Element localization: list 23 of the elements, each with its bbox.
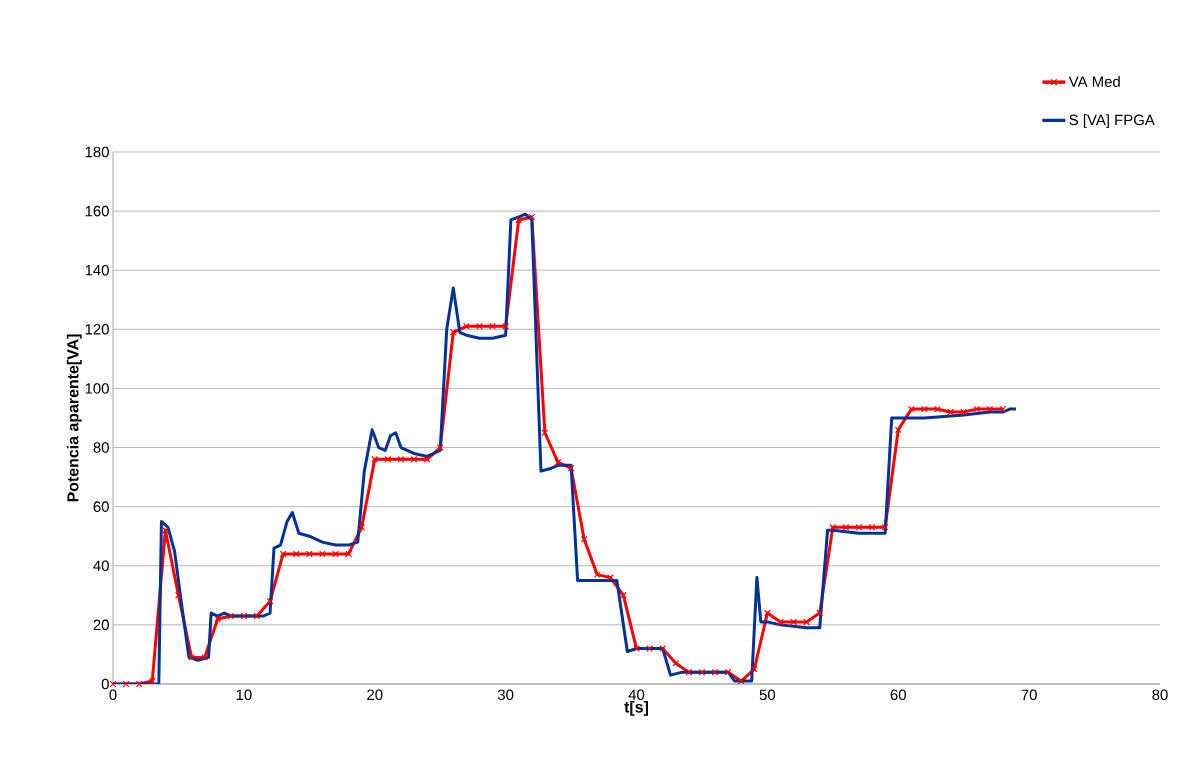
- y-tick-label: 40: [93, 560, 109, 572]
- y-tick-label: 60: [93, 501, 109, 512]
- x-tick-label: 50: [759, 689, 776, 701]
- y-tick-label: 120: [85, 324, 109, 335]
- y-tick-label: 180: [85, 146, 109, 158]
- x-axis-title: t[s]: [624, 700, 648, 716]
- y-tick-label: 80: [93, 442, 109, 453]
- x-tick-label: 70: [1021, 689, 1037, 701]
- y-tick-label: 160: [85, 205, 109, 217]
- y-tick-label: 20: [93, 619, 109, 631]
- x-tick-label: 0: [109, 689, 117, 701]
- y-tick-label: 100: [85, 383, 109, 394]
- legend-label: S [VA] FPGA: [1069, 114, 1155, 129]
- x-tick-label: 60: [890, 689, 906, 701]
- x-tick-label: 10: [236, 689, 252, 701]
- x-tick-label: 40: [628, 689, 645, 701]
- x-tick-label: 30: [497, 689, 514, 701]
- y-axis-title: Potencia aparente[VA]: [66, 334, 82, 502]
- x-tick-label: 80: [1152, 689, 1168, 701]
- y-tick-label: 0: [101, 678, 109, 690]
- y-tick-label: 140: [85, 264, 109, 276]
- legend-label: VA Med: [1068, 75, 1120, 87]
- x-tick-label: 20: [367, 689, 383, 701]
